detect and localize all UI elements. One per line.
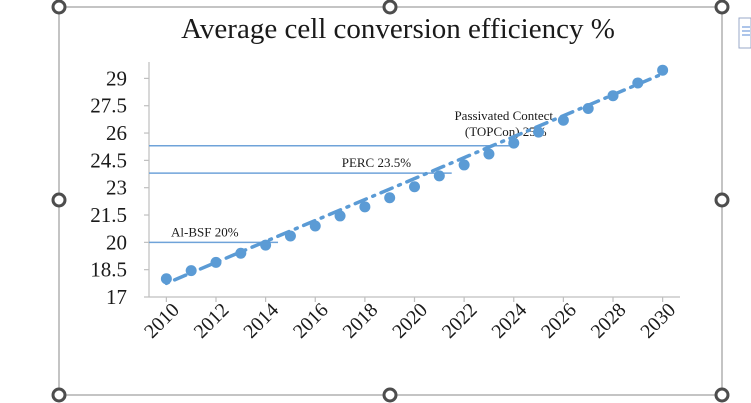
x-tick-label: 2022: [438, 299, 482, 343]
y-tick-label: 23: [106, 176, 127, 200]
x-tick-label: 2026: [537, 299, 581, 343]
resize-handle[interactable]: [714, 0, 730, 15]
data-point: [309, 220, 321, 232]
data-point: [483, 148, 495, 160]
data-point: [582, 102, 594, 114]
x-tick-label: 2028: [587, 299, 631, 343]
resize-handle[interactable]: [714, 192, 730, 208]
resize-handle[interactable]: [382, 0, 398, 15]
data-point: [284, 230, 296, 242]
x-tick-label: 2016: [289, 299, 333, 343]
x-tick-label: 2012: [190, 299, 234, 343]
reference-lines: Al-BSF 20% PERC 23.5% Passivated Contect(T…: [149, 108, 553, 244]
y-tick-label: 18.5: [90, 258, 127, 282]
x-tick-label: 2024: [487, 299, 531, 343]
data-point: [533, 126, 545, 138]
data-point: [657, 64, 669, 76]
reference-line-label: Al-BSF 20%: [171, 224, 239, 239]
y-tick-label: 24.5: [90, 148, 127, 172]
chart-title: Average cell conversion efficiency %: [181, 13, 615, 45]
y-tick-label: 27.5: [90, 94, 127, 118]
data-point: [359, 201, 371, 213]
y-tick-label: 21.5: [90, 203, 127, 227]
y-tick-label: 29: [106, 66, 127, 90]
resize-handle[interactable]: [382, 387, 398, 403]
reference-line-label: Passivated Contect: [454, 108, 553, 123]
data-point: [260, 239, 272, 251]
data-point: [433, 170, 445, 182]
y-tick-label: 26: [106, 121, 127, 145]
x-tick-label: 2030: [636, 299, 680, 343]
resize-handle[interactable]: [51, 0, 67, 15]
y-tick-labels: 17 18.5 20 21.5 23 24.5 26 27.5 29: [90, 66, 149, 309]
y-tick-label: 17: [106, 285, 127, 309]
layout-options-icon[interactable]: [738, 17, 751, 49]
x-tick-labels: 2010 2012 2014 2016 2018 2020 2022 2024 2026 2028…: [140, 297, 680, 343]
x-tick-label: 2020: [388, 299, 432, 343]
data-point: [557, 114, 569, 126]
data-point: [607, 90, 619, 102]
data-point: [160, 273, 172, 285]
data-point: [409, 181, 420, 193]
data-point: [384, 192, 396, 204]
data-points: [160, 64, 669, 285]
data-point: [458, 159, 470, 171]
x-tick-label: 2014: [239, 299, 283, 343]
data-point: [508, 137, 520, 149]
data-point: [210, 256, 222, 268]
resize-handle[interactable]: [51, 387, 67, 403]
data-point: [185, 265, 197, 277]
data-point: [334, 210, 346, 222]
x-tick-label: 2010: [140, 299, 184, 343]
resize-handle[interactable]: [51, 192, 67, 208]
data-point: [235, 247, 247, 259]
data-point: [632, 77, 644, 89]
reference-line-label: PERC 23.5%: [342, 155, 412, 170]
x-tick-label: 2018: [339, 299, 383, 343]
resize-handle[interactable]: [714, 387, 730, 403]
resize-handles: [51, 0, 730, 403]
reference-line-label: (TOPCon) 25%: [465, 124, 547, 139]
trendline: [164, 72, 665, 286]
y-tick-label: 20: [106, 230, 127, 254]
